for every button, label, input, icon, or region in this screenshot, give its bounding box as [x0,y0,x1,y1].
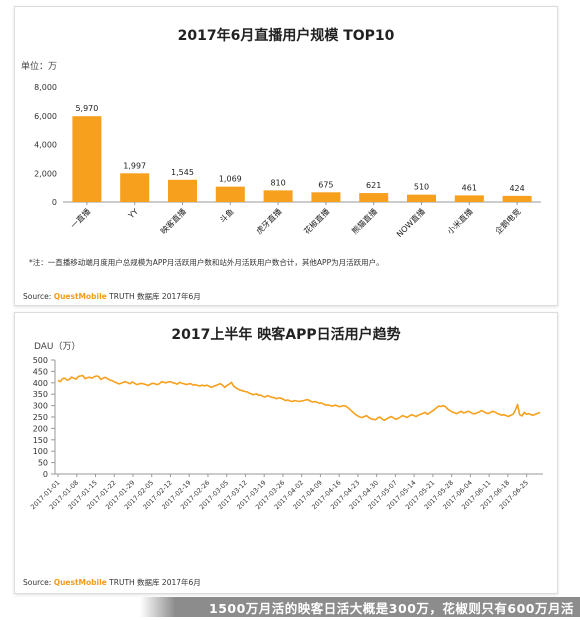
x-category-label: 企鹅电竞 [493,206,523,236]
y-tick-label: 400 [33,379,48,388]
source-label: Source: [23,292,52,301]
chart1-unit-label: 单位：万 [21,62,58,72]
chart2-unit-label: DAU（万） [34,342,81,352]
x-category-label: YY [126,207,140,221]
chart1-title: 2017年6月直播用户规模 TOP10 [177,28,395,44]
dau-chart-card: 2017上半年 映客APP日活用户趋势 DAU（万） 0 50 100 150 200 2… [14,312,558,594]
bar [359,193,389,202]
caption-background [140,597,580,617]
questmobile-brand: QuestMobile [53,578,107,587]
chart1-source: Source: QuestMobile TRUTH 数据库 2017年6月 [23,291,201,302]
bar-value-label: 5,970 [75,104,98,113]
bar-value-label: 621 [366,181,381,190]
x-category-label: 一直播 [68,206,92,230]
y-tick-label: 200 [33,424,48,433]
bar [454,195,484,202]
y-tick-label: 6,000 [34,112,57,121]
bar-value-label: 461 [462,183,477,192]
chart2-source: Source: QuestMobile TRUTH 数据库 2017年6月 [23,577,201,588]
x-category-label: 映客直播 [158,206,188,236]
bar [407,194,436,202]
y-tick-label: 500 [33,356,48,365]
chart2-title: 2017上半年 映客APP日活用户趋势 [171,327,401,343]
bar-value-label: 510 [414,183,429,192]
bar [120,173,150,202]
x-category-label: 花椒直播 [302,206,332,236]
bar-value-label: 675 [318,180,333,189]
chart1-footnote: *注：一直播移动端月度用户总规模为APP月活跃用户数和站外月活跃用户数合计，其他… [29,258,384,267]
source-detail: TRUTH 数据库 2017年6月 [109,292,201,301]
bar [502,195,532,202]
x-category-label: NOW直播 [394,206,427,239]
y-tick-label: 4,000 [34,141,57,150]
x-category-label: 熊猫直播 [349,206,379,236]
x-category-label: 小米直播 [445,206,475,236]
bar [215,186,245,202]
y-tick-label: 300 [33,402,48,411]
bar-value-label: 810 [270,178,285,187]
top10-chart-card: 2017年6月直播用户规模 TOP10 单位：万 0 2,000 4,000 6,00… [14,6,558,306]
dau-series-line [57,374,541,421]
y-tick-label: 2,000 [34,169,57,178]
y-tick-label: 50 [38,459,48,468]
source-label: Source: [23,578,52,587]
bar [263,190,293,202]
y-tick-label: 0 [43,470,48,479]
bar-value-label: 1,997 [123,161,146,170]
y-tick-label: 350 [33,390,48,399]
image-caption: 1500万月活的映客日活大概是300万，花椒则只有600万月活 [209,601,574,616]
y-tick-label: 250 [33,413,48,422]
bar [168,179,197,202]
dau-line-chart: 0501001502002503003504004505002017-01-01… [29,356,543,511]
bar [311,192,341,202]
bar-value-label: 424 [509,184,524,193]
top10-bar-chart: 0 2,000 4,000 6,000 8,000 5,970 一直播 1,997 YY 1,54… [34,83,541,239]
y-tick-label: 0 [52,198,57,207]
y-tick-label: 100 [33,447,48,456]
source-detail: TRUTH 数据库 2017年6月 [109,578,201,587]
x-category-label: 虎牙直播 [254,206,284,236]
y-tick-label: 8,000 [34,83,57,92]
y-tick-label: 450 [33,367,48,376]
bar [72,116,102,202]
questmobile-brand: QuestMobile [53,292,107,301]
bar-value-label: 1,069 [219,175,242,184]
x-category-label: 斗鱼 [217,206,235,224]
bar-value-label: 1,545 [171,168,194,177]
y-tick-label: 150 [33,436,48,445]
